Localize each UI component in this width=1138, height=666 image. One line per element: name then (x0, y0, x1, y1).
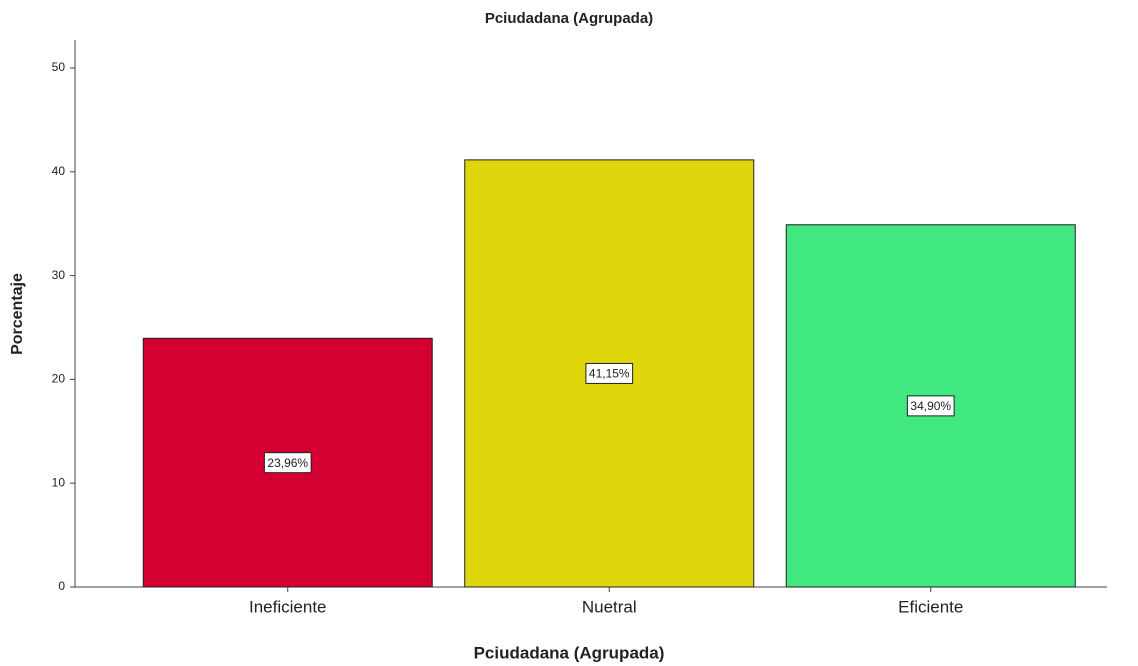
value-label-box (585, 362, 634, 384)
y-tick-label: 10 (52, 475, 66, 489)
x-tick-label: Eficiente (898, 597, 963, 616)
y-tick-label: 0 (58, 579, 65, 593)
y-tick-label: 50 (52, 60, 66, 74)
x-tick-label: Ineficiente (249, 597, 327, 616)
value-label-box (263, 452, 312, 474)
bar (142, 337, 433, 588)
y-tick-label: 20 (52, 372, 66, 386)
chart-title: Pciudadana (Agrupada) (485, 10, 653, 27)
y-tick-label: 30 (52, 268, 66, 282)
x-axis-title: Pciudadana (Agrupada) (474, 643, 665, 662)
value-label: 23,96% (267, 456, 308, 470)
x-tick-label: Nuetral (582, 597, 637, 616)
value-label-box (906, 395, 955, 417)
value-label: 34,90% (910, 399, 951, 413)
y-axis-title: Porcentaje (9, 273, 26, 355)
y-tick-label: 40 (52, 164, 66, 178)
value-label: 41,15% (589, 367, 630, 381)
